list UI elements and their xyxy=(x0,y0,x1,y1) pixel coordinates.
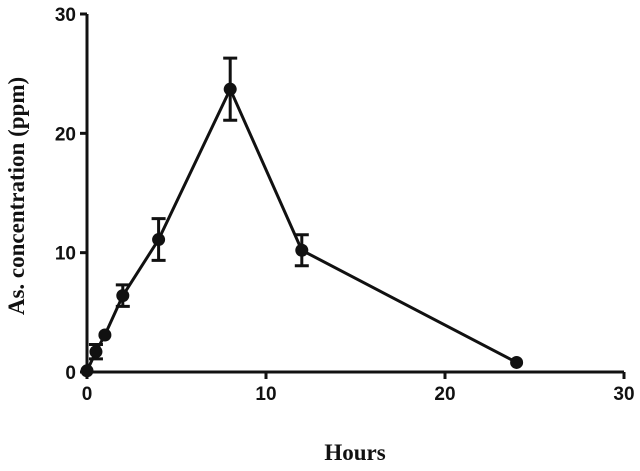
y-axis-label: As. concentration (ppm) xyxy=(4,77,29,315)
x-tick-label: 10 xyxy=(255,384,276,405)
line xyxy=(85,85,518,372)
point xyxy=(98,328,112,342)
point xyxy=(116,289,130,303)
y-tick-label: 10 xyxy=(55,244,76,265)
x-tick-label: 0 xyxy=(82,384,93,405)
point xyxy=(80,364,94,378)
point xyxy=(510,355,524,369)
y-tick-label: 30 xyxy=(55,5,76,26)
x-tick-label: 30 xyxy=(613,384,634,405)
x-tick-label: 20 xyxy=(434,384,455,405)
point xyxy=(152,233,166,247)
y-tick-label: 20 xyxy=(55,124,76,145)
y-tick-label: 0 xyxy=(65,363,76,384)
point xyxy=(223,82,237,96)
point xyxy=(89,345,103,359)
point xyxy=(295,243,309,257)
x-axis-label: Hours xyxy=(324,440,385,465)
